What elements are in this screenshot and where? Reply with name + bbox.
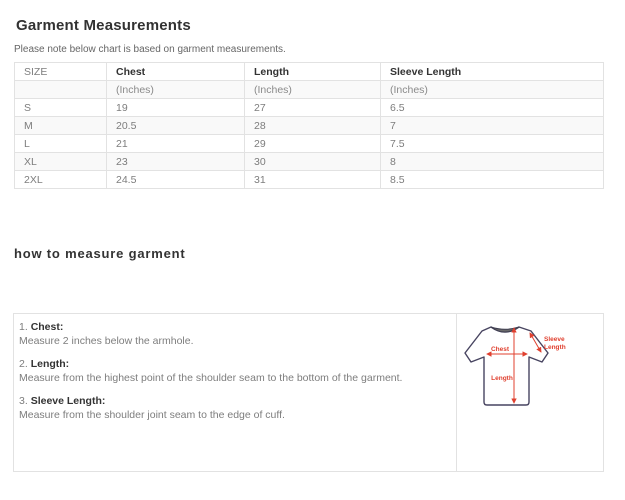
sleeve-cell: 6.5 <box>380 98 604 117</box>
column-header-chest: Chest <box>106 62 245 81</box>
sleeve-cell: 8 <box>380 152 604 171</box>
column-header-length: Length <box>244 62 381 81</box>
size-cell: XL <box>14 152 107 171</box>
tshirt-outline <box>464 326 549 406</box>
sleeve-cell: 8.5 <box>380 170 604 189</box>
instruction-label: Length: <box>30 358 70 370</box>
instruction-head: 2. Length: <box>19 358 446 370</box>
table-row-m: M 20.5 28 7 <box>14 116 604 135</box>
instruction-label: Sleeve Length: <box>30 395 106 407</box>
size-chart-table: SIZE Chest Length Sleeve Length (Inches)… <box>14 62 604 189</box>
instructions-pane: 1. Chest: Measure 2 inches below the arm… <box>14 314 457 471</box>
length-cell: 30 <box>244 152 381 171</box>
sleeve-cell: 7 <box>380 116 604 135</box>
size-cell: 2XL <box>14 170 107 189</box>
chest-cell: 20.5 <box>106 116 245 135</box>
note-text: Please note below chart is based on garm… <box>14 44 286 55</box>
sleeve-arrow-label-line2: Length <box>544 344 566 351</box>
instruction-number: 1. <box>19 321 28 333</box>
page-title: Garment Measurements <box>16 17 191 34</box>
units-cell: (Inches) <box>106 80 245 99</box>
units-cell-empty <box>14 80 107 99</box>
column-header-sleeve: Sleeve Length <box>380 62 604 81</box>
measure-box: 1. Chest: Measure 2 inches below the arm… <box>13 313 604 472</box>
size-cell: M <box>14 116 107 135</box>
header-row: SIZE Chest Length Sleeve Length <box>14 62 604 81</box>
table-row-xl: XL 23 30 8 <box>14 152 604 171</box>
diagram-pane: Chest Length Sleeve Length <box>457 314 603 471</box>
table-row-2xl: 2XL 24.5 31 8.5 <box>14 170 604 189</box>
chest-cell: 21 <box>106 134 245 153</box>
tshirt-diagram: Chest Length Sleeve Length <box>464 326 566 406</box>
instruction-text: Measure from the shoulder joint seam to … <box>19 409 285 421</box>
units-row: (Inches) (Inches) (Inches) <box>14 80 604 99</box>
chest-cell: 19 <box>106 98 245 117</box>
sleeve-arrow-label-line1: Sleeve <box>544 336 565 343</box>
instruction-text: Measure 2 inches below the armhole. <box>19 335 194 347</box>
length-cell: 29 <box>244 134 381 153</box>
chest-arrow-label: Chest <box>491 346 510 353</box>
instruction-text: Measure from the highest point of the sh… <box>19 372 403 384</box>
measure-heading: how to measure garment <box>14 246 186 261</box>
table-row-s: S 19 27 6.5 <box>14 98 604 117</box>
length-cell: 27 <box>244 98 381 117</box>
length-cell: 28 <box>244 116 381 135</box>
sleeve-cell: 7.5 <box>380 134 604 153</box>
table-row-l: L 21 29 7.5 <box>14 134 604 153</box>
instruction-label: Chest: <box>30 321 64 333</box>
column-header-size: SIZE <box>14 62 107 81</box>
instruction-head: 1. Chest: <box>19 321 446 333</box>
instruction-head: 3. Sleeve Length: <box>19 395 446 407</box>
chest-cell: 23 <box>106 152 245 171</box>
chest-cell: 24.5 <box>106 170 245 189</box>
instruction-number: 3. <box>19 395 28 407</box>
units-cell: (Inches) <box>380 80 604 99</box>
instruction-number: 2. <box>19 358 28 370</box>
length-cell: 31 <box>244 170 381 189</box>
size-cell: S <box>14 98 107 117</box>
size-cell: L <box>14 134 107 153</box>
sleeve-arrow <box>529 332 542 353</box>
units-cell: (Inches) <box>244 80 381 99</box>
length-arrow-label: Length <box>491 375 513 382</box>
